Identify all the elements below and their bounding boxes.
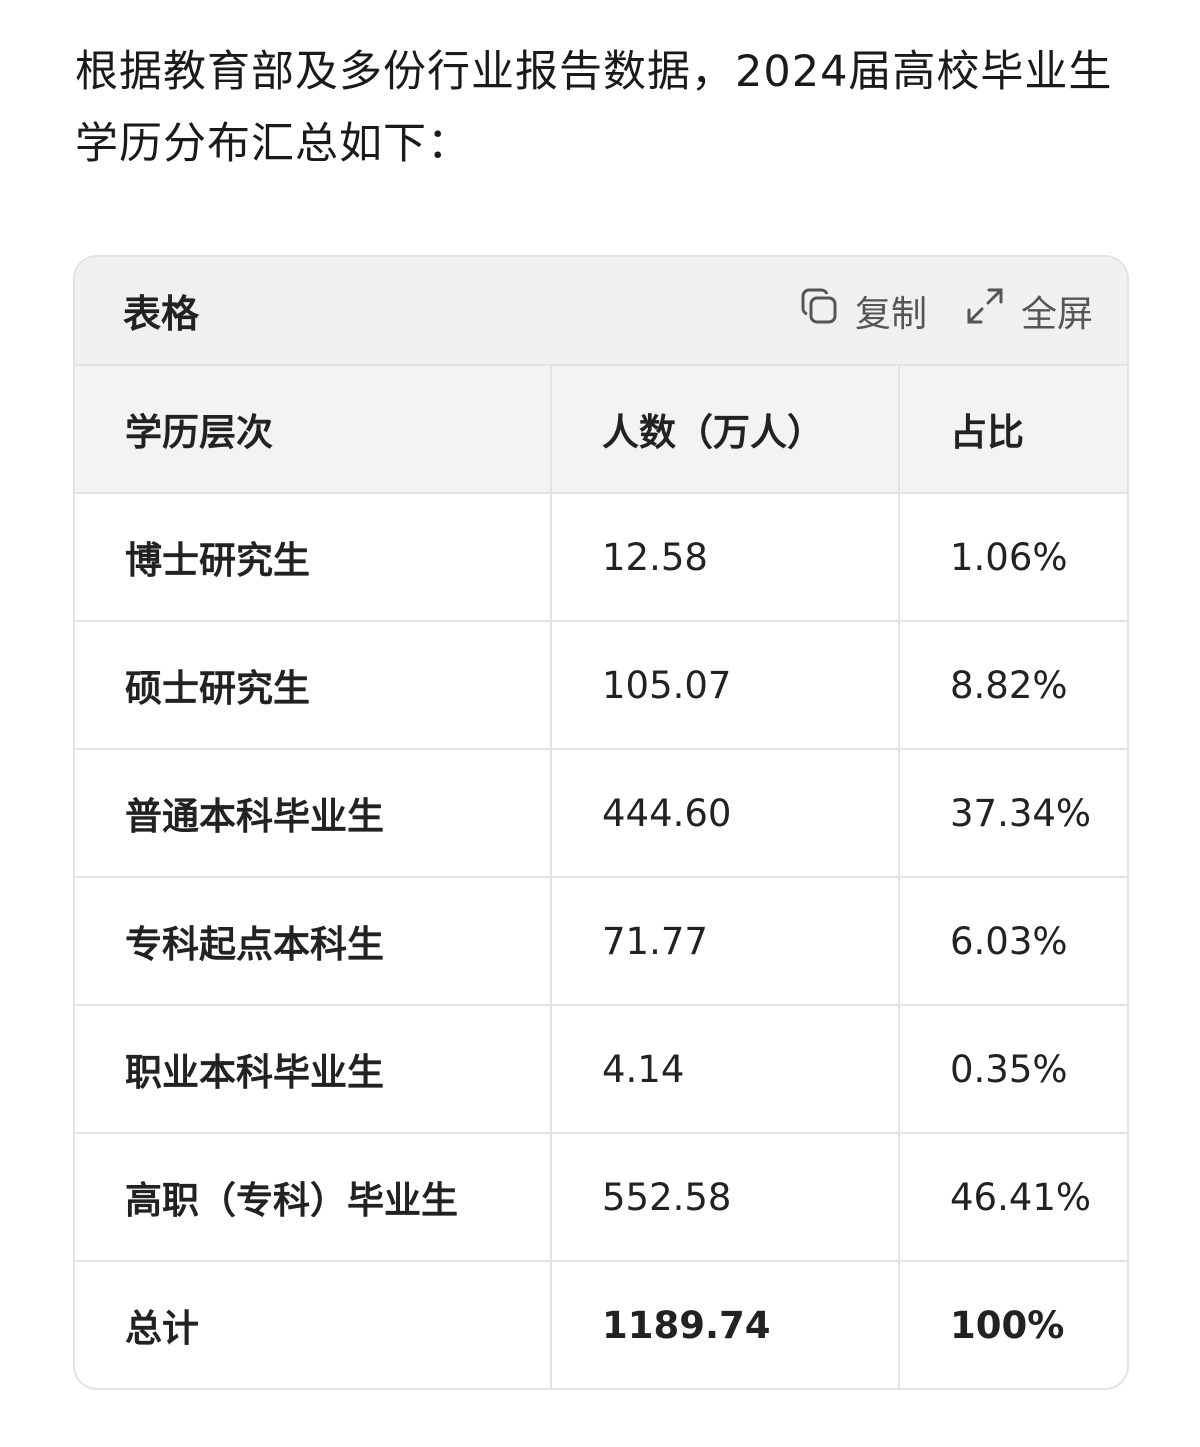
copy-icon <box>799 286 839 335</box>
table-row: 高职（专科）毕业生 552.58 46.41% <box>75 1133 1127 1262</box>
table-card-title: 表格 <box>123 292 200 336</box>
level-cell: 硕士研究生 <box>75 621 552 750</box>
header-cell: 学历层次 <box>75 366 552 494</box>
count-cell: 444.60 <box>551 749 900 878</box>
ratio-cell: 1.06% <box>899 493 1127 622</box>
count-cell: 105.07 <box>551 621 900 750</box>
table-row: 博士研究生 12.58 1.06% <box>75 493 1127 622</box>
level-cell: 总计 <box>75 1261 552 1388</box>
level-cell: 博士研究生 <box>75 493 552 622</box>
ratio-cell: 8.82% <box>899 621 1127 750</box>
count-cell: 552.58 <box>551 1133 900 1262</box>
education-table: 学历层次 人数（万人） 占比 博士研究生 12.58 1.06% 硕士研究生 105.0… <box>75 366 1127 1388</box>
level-cell: 高职（专科）毕业生 <box>75 1133 552 1262</box>
table-header-row: 学历层次 人数（万人） 占比 <box>75 366 1127 494</box>
ratio-cell: 6.03% <box>899 877 1127 1006</box>
table-card: 表格 复制 全屏 学历层次 人数（万人） 占比 博 <box>73 255 1129 1390</box>
copy-button[interactable]: 复制 <box>799 285 927 337</box>
ratio-cell: 100% <box>950 1303 1065 1347</box>
count-cell: 12.58 <box>551 493 900 622</box>
expand-icon <box>965 286 1005 335</box>
count-cell: 1189.74 <box>551 1261 900 1388</box>
copy-label: 复制 <box>854 293 927 335</box>
count-cell: 71.77 <box>551 877 900 1006</box>
count-cell: 4.14 <box>551 1005 900 1134</box>
table-row: 硕士研究生 105.07 8.82% <box>75 621 1127 750</box>
ratio-cell: 37.34% <box>899 749 1127 878</box>
fullscreen-button[interactable]: 全屏 <box>965 285 1093 337</box>
level-cell: 专科起点本科生 <box>75 877 552 1006</box>
level-cell: 普通本科毕业生 <box>75 749 552 878</box>
fullscreen-label: 全屏 <box>1020 293 1093 335</box>
intro-text: 根据教育部及多份行业报告数据，2024届高校毕业生学历分布汇总如下： <box>75 47 1113 169</box>
table-card-header: 表格 复制 全屏 <box>75 257 1127 366</box>
header-cell: 人数（万人） <box>551 366 900 494</box>
table-row: 普通本科毕业生 444.60 37.34% <box>75 749 1127 878</box>
level-cell: 职业本科毕业生 <box>75 1005 552 1134</box>
ratio-cell: 46.41% <box>899 1133 1127 1262</box>
header-cell: 占比 <box>899 366 1127 494</box>
table-total-row: 总计 1189.74 100% <box>75 1261 1127 1388</box>
table-row: 专科起点本科生 71.77 6.03% <box>75 877 1127 1006</box>
table-row: 职业本科毕业生 4.14 0.35% <box>75 1005 1127 1134</box>
ratio-cell: 0.35% <box>899 1005 1127 1134</box>
